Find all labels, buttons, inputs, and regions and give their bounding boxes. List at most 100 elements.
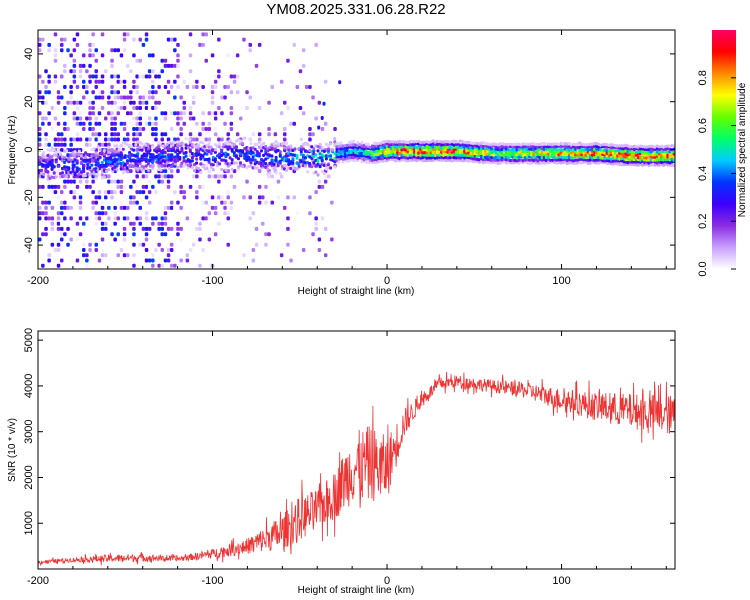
heat-band-cell — [71, 163, 75, 167]
heat-band-cell — [672, 163, 675, 167]
heat-speckle — [63, 37, 67, 42]
heat-speckle — [154, 106, 158, 110]
heat-speckle — [188, 32, 193, 37]
heat-speckle — [53, 32, 58, 37]
heat-band-cell — [132, 148, 136, 152]
heat-speckle — [100, 200, 105, 205]
heat-band-cell — [301, 147, 305, 151]
heat-speckle — [213, 127, 218, 131]
heat-speckle — [63, 137, 67, 142]
heat-band-cell — [218, 155, 222, 159]
heat-speckle — [160, 111, 164, 116]
heat-speckle — [160, 248, 164, 252]
heat-speckle — [38, 148, 42, 153]
heat-speckle — [188, 116, 193, 121]
heat-band-cell — [283, 163, 286, 168]
heat-speckle — [88, 216, 92, 221]
heat-speckle — [94, 116, 98, 121]
heat-speckle — [242, 253, 246, 258]
heat-band-cell — [234, 145, 238, 149]
heat-band-cell — [207, 157, 211, 161]
heat-speckle — [254, 226, 259, 231]
heat-band-cell — [146, 147, 150, 151]
heat-speckle — [66, 127, 70, 131]
heat-band-cell — [255, 143, 259, 147]
heat-speckle — [107, 137, 111, 142]
heat-band-cell — [184, 137, 188, 141]
heat-speckle — [135, 85, 139, 89]
spectrogram-heatmap — [38, 32, 675, 268]
heat-band-cell — [54, 160, 58, 164]
heat-band-cell — [306, 170, 310, 174]
heat-speckle — [251, 258, 256, 263]
heat-speckle — [210, 95, 215, 100]
heat-speckle — [47, 90, 51, 95]
heat-band-cell — [167, 147, 171, 151]
heat-speckle — [160, 232, 164, 237]
heat-speckle — [223, 205, 227, 210]
heat-speckle — [144, 263, 149, 268]
heat-speckle — [116, 111, 120, 116]
heat-speckle — [63, 127, 67, 131]
heat-speckle — [69, 69, 73, 74]
heat-speckle — [110, 74, 114, 79]
heat-band-cell — [117, 147, 121, 151]
heat-speckle — [47, 121, 51, 126]
heat-band-cell — [272, 142, 276, 146]
heat-speckle — [188, 53, 193, 58]
heat-speckle — [100, 106, 105, 110]
heat-speckle — [201, 121, 205, 126]
heat-band-cell — [50, 162, 54, 166]
heat-speckle — [151, 184, 155, 189]
heat-band-cell — [291, 157, 295, 161]
heat-speckle — [213, 79, 218, 84]
heat-speckle — [113, 211, 117, 216]
heat-speckle — [56, 226, 61, 231]
heat-speckle — [239, 106, 243, 110]
heat-speckle — [232, 169, 237, 174]
heat-speckle — [110, 195, 114, 200]
heat-band-cell — [38, 174, 41, 178]
heat-speckle — [207, 216, 212, 221]
heat-speckle — [141, 226, 146, 231]
colorbar-gradient — [712, 30, 736, 269]
heat-speckle — [163, 216, 168, 221]
heat-band-cell — [134, 154, 138, 158]
heat-speckle — [85, 85, 89, 89]
heat-speckle — [286, 195, 290, 200]
heat-band-cell — [119, 151, 123, 155]
heat-speckle — [113, 216, 117, 221]
heat-band-cell — [218, 162, 222, 166]
snr-y-tick-label: 5000 — [23, 328, 35, 352]
heat-band-cell — [176, 148, 180, 152]
heat-band-cell — [241, 165, 245, 169]
heat-speckle — [163, 258, 168, 263]
heat-speckle — [195, 79, 199, 84]
heat-speckle — [207, 137, 212, 142]
heat-speckle — [53, 48, 58, 53]
heat-speckle — [94, 74, 98, 79]
heat-speckle — [320, 127, 325, 131]
heat-speckle — [107, 95, 111, 100]
heat-band-cell — [316, 159, 320, 163]
heat-speckle — [110, 58, 114, 63]
heat-speckle — [116, 95, 120, 100]
heat-speckle — [119, 79, 124, 84]
heat-speckle — [100, 53, 105, 58]
heat-band-cell — [40, 168, 44, 172]
heat-speckle — [144, 216, 149, 221]
heat-speckle — [94, 48, 98, 53]
heat-speckle — [53, 184, 58, 189]
heat-band-cell — [75, 159, 79, 163]
heat-speckle — [169, 127, 174, 131]
heat-speckle — [151, 79, 155, 84]
heat-band-cell — [299, 145, 303, 149]
heat-speckle — [217, 174, 221, 179]
heat-speckle — [47, 79, 51, 84]
heat-speckle — [195, 137, 199, 142]
heat-band-cell — [199, 162, 203, 166]
heat-speckle — [185, 253, 190, 258]
heat-speckle — [166, 205, 171, 210]
heat-speckle — [91, 32, 95, 37]
heat-band-cell — [176, 140, 180, 144]
